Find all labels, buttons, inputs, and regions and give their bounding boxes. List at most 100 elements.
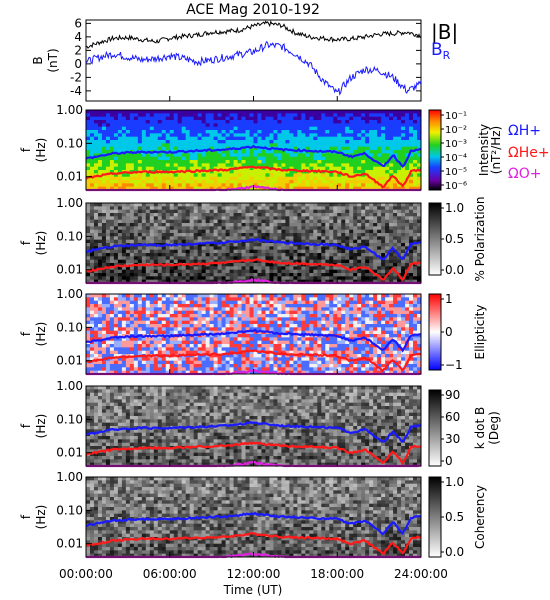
spectrogram-cell xyxy=(173,113,179,118)
spectrogram-cell xyxy=(229,297,234,302)
spectrogram-cell xyxy=(149,300,155,305)
spectrogram-cell xyxy=(305,249,310,254)
spectrogram-cell xyxy=(209,294,215,298)
spectrogram-cell xyxy=(217,327,222,332)
spectrogram-cell xyxy=(125,133,131,138)
spectrogram-cell xyxy=(389,113,394,118)
spectrogram-cell xyxy=(289,256,294,261)
spectrogram-cell xyxy=(225,249,230,254)
spectrogram-cell xyxy=(277,206,282,211)
spectrogram-cell xyxy=(229,236,234,241)
spectrogram-cell xyxy=(301,176,306,181)
spectrogram-cell xyxy=(86,120,91,124)
spectrogram-cell xyxy=(209,130,215,134)
spectrogram-cell xyxy=(125,294,131,298)
spectrogram-cell xyxy=(293,253,298,257)
spectrogram-cell xyxy=(337,276,342,281)
spectrogram-cell xyxy=(121,156,127,161)
spectrogram-cell xyxy=(113,170,119,174)
spectrogram-cell xyxy=(413,266,418,271)
spectrogram-cell xyxy=(333,123,338,128)
spectrogram-cell xyxy=(109,307,115,312)
spectrogram-cell xyxy=(137,367,143,372)
spectrogram-cell xyxy=(161,256,167,261)
spectrogram-cell xyxy=(293,259,298,264)
spectrogram-cell xyxy=(133,269,139,274)
spectrogram-cell xyxy=(141,239,147,244)
spectrogram-cell xyxy=(381,219,386,224)
spectrogram-cell xyxy=(89,307,95,312)
spectrogram-cell xyxy=(141,327,147,332)
spectrogram-cell xyxy=(249,176,254,181)
spectrogram-cell xyxy=(413,153,418,158)
spectrogram-cell xyxy=(401,223,406,227)
spectrogram-cell xyxy=(113,209,119,214)
spectrogram-cell xyxy=(161,276,167,281)
spectrogram-cell xyxy=(86,314,91,318)
spectrogram-cell xyxy=(149,130,155,134)
spectrogram-cell xyxy=(141,113,147,118)
spectrogram-cell xyxy=(109,153,115,158)
spectrogram-cell xyxy=(197,123,203,128)
spectrogram-cell xyxy=(217,324,222,328)
spectrogram-cell xyxy=(245,219,250,224)
spectrogram-cell xyxy=(325,160,330,164)
spectrogram-cell xyxy=(385,206,390,211)
spectrogram-cell xyxy=(189,327,195,332)
spectrogram-cell xyxy=(161,307,167,312)
spectrogram-cell xyxy=(253,276,258,281)
spectrogram-cell xyxy=(333,140,338,144)
spectrogram-cell xyxy=(369,180,374,184)
spectrogram-cell xyxy=(393,116,398,121)
spectrogram-cell xyxy=(297,233,302,237)
spectrogram-cell xyxy=(97,183,103,188)
spectrogram-cell xyxy=(197,256,203,261)
spectrogram-cell xyxy=(293,236,298,241)
spectrogram-cell xyxy=(353,116,358,121)
spectrogram-cell xyxy=(353,239,358,244)
spectrogram-cell xyxy=(145,294,151,298)
spectrogram-cell xyxy=(401,259,406,264)
spectrogram-cell xyxy=(253,126,258,131)
spectrogram-cell xyxy=(353,136,358,141)
spectrogram-cell xyxy=(117,203,123,207)
spectrogram-cell xyxy=(221,183,226,188)
spectrogram-cell xyxy=(373,276,378,281)
spectrogram-cell xyxy=(121,279,127,284)
spectrogram-cell xyxy=(217,263,222,267)
spectrogram-cell xyxy=(173,340,179,345)
spectrogram-cell xyxy=(281,126,286,131)
spectrogram-cell xyxy=(193,337,199,342)
spectrogram-cell xyxy=(245,236,250,241)
spectrogram-cell xyxy=(373,120,378,124)
spectrogram-cell xyxy=(86,229,91,234)
spectrogram-cell xyxy=(197,130,203,134)
spectrogram-cell xyxy=(241,216,246,221)
spectrogram-cell xyxy=(129,173,135,178)
spectrogram-cell xyxy=(109,206,115,211)
spectrogram-cell xyxy=(305,253,310,257)
spectrogram-cell xyxy=(149,156,155,161)
spectrogram-cell xyxy=(409,259,414,264)
spectrogram-cell xyxy=(417,243,422,247)
spectrogram-cell xyxy=(197,239,203,244)
spectrogram-cell xyxy=(157,370,163,375)
spectrogram-cell xyxy=(157,297,163,302)
spectrogram-cell xyxy=(177,256,183,261)
spectrogram-cell xyxy=(217,243,222,247)
spectrogram-cell xyxy=(329,276,334,281)
spectrogram-cell xyxy=(185,259,191,264)
spectrogram-cell xyxy=(389,186,394,191)
spectrogram-cell xyxy=(401,166,406,171)
spectrogram-cell xyxy=(213,266,219,271)
spectrogram-cell xyxy=(109,120,115,124)
spectrogram-cell xyxy=(389,263,394,267)
spectrogram-cell xyxy=(209,203,215,207)
spectrogram-cell xyxy=(153,256,159,261)
spectrogram-cell xyxy=(265,123,270,128)
spectrogram-cell xyxy=(413,279,418,284)
spectrogram-cell xyxy=(237,156,242,161)
spectrogram-cell xyxy=(409,130,414,134)
spectrogram-cell xyxy=(281,269,286,274)
spectrogram-cell xyxy=(121,213,127,217)
